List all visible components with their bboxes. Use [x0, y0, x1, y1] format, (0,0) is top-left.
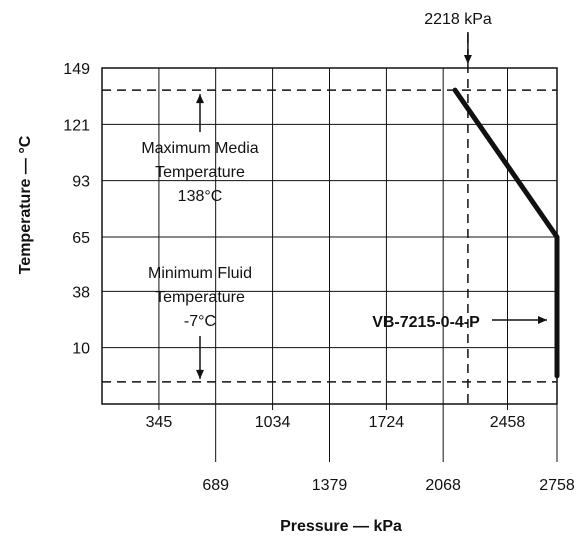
max-temp-label-line-2: Temperature: [155, 164, 245, 181]
y-tick-label: 93: [72, 174, 90, 191]
min-temp-arrow: [196, 336, 204, 379]
x-tick-label-upper: 2458: [490, 414, 526, 431]
x-axis-title: Pressure — kPa: [280, 518, 402, 535]
max-temp-label-line-3: 138°C: [178, 188, 223, 205]
x-tick-label-lower: 2758: [539, 477, 575, 494]
min-temp-label-line-1: Minimum Fluid: [148, 265, 252, 282]
y-axis-title: Temperature — °C: [17, 135, 34, 274]
x-tick-labels-upper: 345 1034 1724 2458: [146, 414, 526, 431]
min-temp-label-line-3: -7°C: [184, 313, 216, 330]
series-label-arrow-head: [538, 316, 547, 324]
x-tick-label-upper: 1724: [369, 414, 405, 431]
series-label: VB-7215-0-4-P: [372, 314, 480, 331]
max-temp-arrow: [196, 94, 204, 132]
y-tick-labels: 149 121 93 65 38 10: [63, 61, 90, 358]
annotation-arrows: [196, 32, 547, 379]
y-tick-label: 149: [63, 61, 90, 78]
series-line-vb-7215: [452, 87, 560, 379]
x-tick-label-lower: 2068: [425, 477, 461, 494]
max-temp-arrow-head: [196, 94, 204, 104]
x-tick-labels-lower: 689 1379 2068 2758: [202, 477, 575, 494]
max-pressure-arrow-head: [463, 55, 472, 64]
y-tick-label: 121: [63, 117, 90, 134]
min-temp-arrow-head: [196, 369, 204, 379]
grid: [101, 67, 558, 462]
max-temp-label-line-1: Maximum Media: [141, 140, 258, 157]
x-tick-label-upper: 1034: [255, 414, 291, 431]
series-label-arrow: [492, 316, 547, 324]
y-tick-label: 10: [72, 341, 90, 358]
x-tick-label-lower: 689: [202, 477, 229, 494]
min-temp-label-line-2: Temperature: [155, 289, 245, 306]
max-pressure-label: 2218 kPa: [424, 11, 492, 28]
x-tick-label-lower: 1379: [312, 477, 348, 494]
y-tick-label: 38: [72, 284, 90, 301]
max-pressure-arrow: [463, 32, 472, 64]
y-tick-label: 65: [72, 230, 90, 247]
x-tick-label-upper: 345: [146, 414, 173, 431]
